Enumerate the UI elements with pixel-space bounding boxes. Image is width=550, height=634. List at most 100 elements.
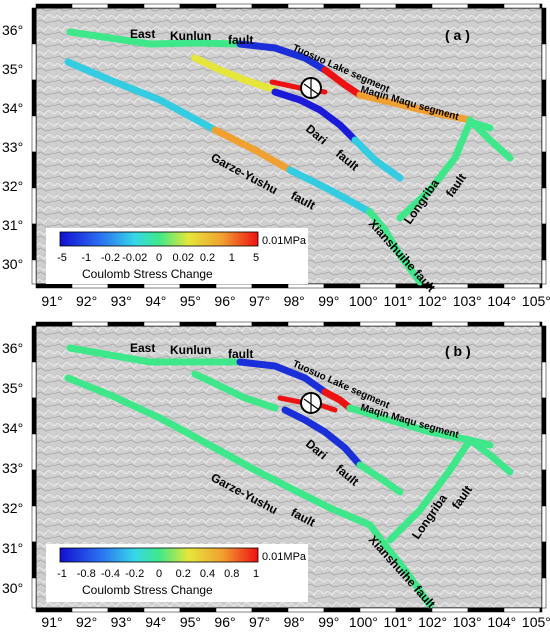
frame-segment	[215, 3, 253, 9]
frame-segment	[541, 505, 547, 543]
lon-ticks-a: 91° 92° 93° 94° 95° 96° 97° 98° 99° 100° 101° 102° 1…	[41, 293, 550, 309]
lon-tick-label: 100°	[349, 614, 378, 630]
colorbar-tick-label: 5	[253, 252, 259, 264]
colorbar-tick-label: -0.02	[122, 252, 147, 264]
colorbar-b-bar	[59, 547, 259, 563]
east-kunlun-fault-west-b	[66, 344, 244, 366]
frame-segment	[251, 3, 289, 9]
frame-segment	[323, 3, 361, 9]
frame-segment	[71, 3, 109, 9]
panel-a-frame	[31, 3, 547, 289]
panel-a: East Kunlun fault Tuosuo Lake segment Ma…	[2, 3, 550, 309]
east-kunlun-fault-tuosuo-b	[236, 358, 329, 396]
frame-segment	[71, 607, 109, 613]
colorbar-tick-label: 0	[156, 252, 162, 264]
lon-tick-label: 96°	[214, 614, 235, 630]
colorbar-tick-label: 0.4	[200, 568, 215, 580]
frame-segment	[31, 151, 37, 189]
frame-segment	[179, 607, 217, 613]
colorbar-tick-label: 0.02	[173, 252, 194, 264]
frame-segment	[541, 7, 547, 45]
label-east-b: East	[130, 341, 155, 355]
frame-segment	[31, 259, 37, 285]
frame-segment	[31, 505, 37, 543]
lat-tick-label: 35°	[2, 61, 23, 77]
lon-tick-label: 95°	[180, 614, 201, 630]
garze-yushu-fault-b	[64, 374, 374, 529]
east-kunlun-fault-tuosuo	[236, 40, 329, 74]
lat-tick-label: 36°	[2, 22, 23, 38]
focal-mechanism-b	[303, 393, 319, 413]
frame-segment	[431, 607, 469, 613]
frame-segment	[251, 283, 289, 289]
lon-tick-label: 102°	[418, 614, 447, 630]
frame-segment	[35, 3, 73, 9]
east-kunlun-fault-maqin-b	[346, 404, 474, 444]
lon-tick-label: 97°	[249, 293, 270, 309]
frame-segment	[541, 325, 547, 363]
panel-b: East Kunlun fault Tuosuo Lake segment Ma…	[2, 321, 550, 630]
colorbar-tick-label: 0.2	[200, 252, 215, 264]
lat-tick-label: 33°	[2, 139, 23, 155]
lat-tick-label: 32°	[2, 500, 23, 516]
frame-segment	[31, 43, 37, 81]
lon-tick-label: 105°	[522, 614, 550, 630]
lon-tick-label: 94°	[145, 293, 166, 309]
frame-segment	[143, 283, 181, 289]
frame-segment	[541, 361, 547, 399]
lon-tick-label: 97°	[249, 614, 270, 630]
frame-segment	[215, 283, 253, 289]
lon-tick-label: 95°	[180, 293, 201, 309]
frame-segment	[251, 607, 289, 613]
lat-tick-label: 34°	[2, 100, 23, 116]
frame-segment	[71, 321, 109, 327]
frame-segment	[323, 607, 361, 613]
lon-tick-label: 99°	[318, 293, 339, 309]
colorbar-tick-label: 0	[156, 568, 162, 580]
frame-segment	[31, 577, 37, 609]
lat-tick-label: 32°	[2, 178, 23, 194]
panel-b-frame	[31, 321, 547, 613]
frame-segment	[541, 259, 547, 285]
longriba-fault-b	[386, 436, 494, 544]
colorbar-a-ticks: -5 -1 -0.2 -0.02 0 0.02 0.2 1 5	[57, 252, 259, 264]
frame-segment	[359, 283, 397, 289]
frame-segment	[539, 3, 543, 9]
colorbar-tick-label: -1	[57, 568, 67, 580]
frame-segment	[35, 283, 73, 289]
frame-segment	[359, 321, 397, 327]
frame-segment	[287, 321, 325, 327]
lon-tick-label: 91°	[41, 293, 62, 309]
frame-segment	[541, 79, 547, 117]
frame-segment	[541, 151, 547, 189]
colorbar-tick-label: -0.2	[125, 568, 144, 580]
lon-tick-label: 104°	[487, 293, 516, 309]
lon-tick-label: 94°	[145, 614, 166, 630]
frame-segment	[31, 79, 37, 117]
lon-tick-label: 93°	[111, 293, 132, 309]
lon-tick-label: 100°	[349, 293, 378, 309]
frame-segment	[539, 283, 543, 289]
frame-segment	[287, 3, 325, 9]
frame-segment	[431, 3, 469, 9]
dari-fault-east	[351, 136, 404, 182]
lat-tick-label: 30°	[2, 256, 23, 272]
colorbar-tick-label: -5	[57, 252, 67, 264]
frame-segment	[323, 283, 361, 289]
frame-segment	[541, 433, 547, 471]
lon-tick-label: 103°	[453, 614, 482, 630]
frame-segment	[503, 607, 541, 613]
lon-tick-label: 92°	[76, 614, 97, 630]
colorbar-b-title: Coulomb Stress Change	[82, 583, 213, 597]
frame-segment	[35, 321, 73, 327]
frame-segment	[539, 321, 543, 327]
east-kunlun-fault-red-b	[321, 388, 354, 412]
frame-segment	[395, 3, 433, 9]
lon-tick-label: 105°	[522, 293, 550, 309]
colorbar-tick-label: -0.2	[101, 252, 120, 264]
frame-segment	[179, 321, 217, 327]
lon-tick-label: 92°	[76, 293, 97, 309]
frame-segment	[31, 361, 37, 399]
frame-segment	[467, 321, 505, 327]
